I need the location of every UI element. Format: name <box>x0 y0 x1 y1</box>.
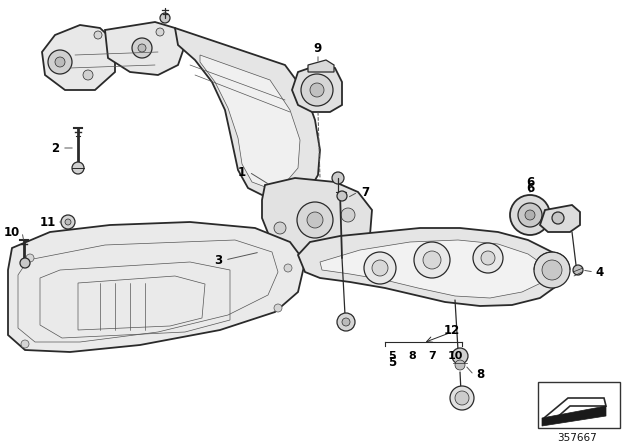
Text: 8: 8 <box>408 351 416 361</box>
Circle shape <box>20 258 30 268</box>
Text: 7: 7 <box>428 351 436 361</box>
Circle shape <box>455 360 465 370</box>
Text: 7: 7 <box>361 185 369 198</box>
Circle shape <box>452 348 468 364</box>
Circle shape <box>341 208 355 222</box>
Polygon shape <box>308 60 334 72</box>
Circle shape <box>156 28 164 36</box>
Circle shape <box>337 191 347 201</box>
Polygon shape <box>298 228 562 306</box>
Text: 8: 8 <box>476 369 484 382</box>
Circle shape <box>94 31 102 39</box>
Text: 10: 10 <box>447 351 463 361</box>
Circle shape <box>274 222 286 234</box>
Circle shape <box>573 265 583 275</box>
Circle shape <box>534 252 570 288</box>
Circle shape <box>61 215 75 229</box>
Text: 10: 10 <box>4 225 20 238</box>
Text: 6: 6 <box>526 181 534 194</box>
Circle shape <box>342 318 350 326</box>
Text: 3: 3 <box>214 254 222 267</box>
Text: 357667: 357667 <box>557 433 597 443</box>
Circle shape <box>26 254 34 262</box>
Polygon shape <box>200 55 300 188</box>
Circle shape <box>372 260 388 276</box>
Polygon shape <box>42 25 115 90</box>
Text: 5: 5 <box>388 356 396 369</box>
Circle shape <box>132 38 152 58</box>
Polygon shape <box>540 205 580 232</box>
Circle shape <box>72 162 84 174</box>
Circle shape <box>21 340 29 348</box>
Text: 6: 6 <box>526 176 534 189</box>
Text: 4: 4 <box>596 266 604 279</box>
Polygon shape <box>8 222 305 352</box>
Circle shape <box>55 57 65 67</box>
Circle shape <box>337 313 355 331</box>
Circle shape <box>301 74 333 106</box>
Circle shape <box>48 50 72 74</box>
Polygon shape <box>320 240 548 298</box>
Circle shape <box>274 304 282 312</box>
Polygon shape <box>542 406 606 426</box>
Circle shape <box>65 219 71 225</box>
Circle shape <box>284 264 292 272</box>
Circle shape <box>414 242 450 278</box>
Text: 5: 5 <box>388 351 396 361</box>
Bar <box>538 382 620 428</box>
Circle shape <box>450 386 474 410</box>
Text: 2: 2 <box>51 142 59 155</box>
Text: 12: 12 <box>444 323 460 336</box>
Circle shape <box>525 210 535 220</box>
Circle shape <box>542 260 562 280</box>
Circle shape <box>510 195 550 235</box>
Circle shape <box>310 83 324 97</box>
Circle shape <box>481 251 495 265</box>
Circle shape <box>455 391 469 405</box>
Circle shape <box>552 212 564 224</box>
Circle shape <box>307 212 323 228</box>
Polygon shape <box>175 28 320 200</box>
Text: 9: 9 <box>314 42 322 55</box>
Polygon shape <box>292 65 342 112</box>
Polygon shape <box>262 178 372 260</box>
Circle shape <box>83 70 93 80</box>
Circle shape <box>297 202 333 238</box>
Text: 11: 11 <box>40 215 56 228</box>
Text: 1: 1 <box>238 165 246 178</box>
Circle shape <box>332 172 344 184</box>
Circle shape <box>473 243 503 273</box>
Circle shape <box>160 13 170 23</box>
Polygon shape <box>105 22 185 75</box>
Circle shape <box>518 203 542 227</box>
Circle shape <box>423 251 441 269</box>
Circle shape <box>138 44 146 52</box>
Circle shape <box>364 252 396 284</box>
